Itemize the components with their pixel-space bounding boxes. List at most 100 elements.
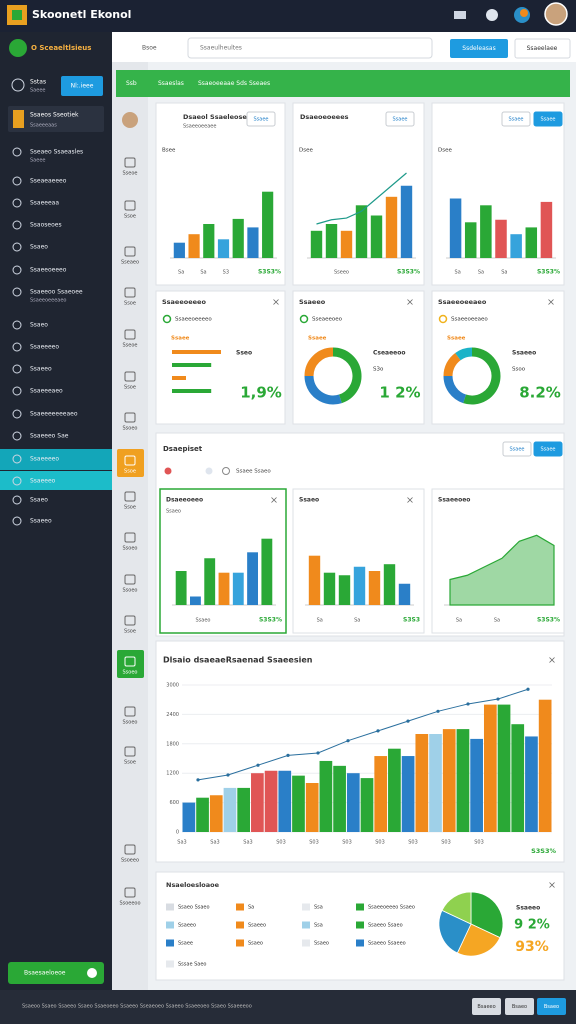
nav-icon <box>12 320 22 330</box>
banner-item[interactable]: Ssaeslas <box>158 80 184 87</box>
footer-button[interactable] <box>505 998 534 1015</box>
tag[interactable] <box>501 111 531 127</box>
button-label[interactable]: Nl:.ieee <box>71 83 94 90</box>
tag[interactable] <box>533 111 563 127</box>
icon[interactable] <box>124 371 136 382</box>
tag-label[interactable]: Ssaee <box>393 117 408 123</box>
nav-item[interactable]: Ssaeeeeeeeaeo <box>30 411 78 418</box>
sidebar-button[interactable] <box>8 962 104 984</box>
card-title: Dsaeeoeeo <box>166 497 203 504</box>
bar <box>190 596 201 605</box>
close-icon[interactable] <box>407 299 413 305</box>
tag[interactable] <box>385 111 415 127</box>
tag[interactable] <box>502 441 532 457</box>
search-box[interactable] <box>187 37 433 59</box>
nav-item[interactable]: Sseaeaeeeo <box>30 178 67 185</box>
app-title: Skoonetl Ekonol <box>32 8 131 21</box>
banner-item[interactable]: Ssb <box>126 80 137 87</box>
toggle[interactable] <box>87 968 97 978</box>
button-label[interactable]: Ssdeleasas <box>462 45 495 52</box>
nav-icon <box>12 454 22 464</box>
x-label: S03 <box>408 840 418 846</box>
tag[interactable] <box>246 111 276 127</box>
nav-item[interactable]: Ssaeeeo <box>30 478 56 485</box>
tag-label[interactable]: Ssaee <box>541 447 556 453</box>
icon[interactable] <box>124 706 136 717</box>
nav-item[interactable]: Ssaeeoo Ssaeoee <box>30 289 83 296</box>
nav-item[interactable]: Ssaoseoes <box>30 222 62 229</box>
legend-label: Ssaeeoeeeo Ssaeo <box>368 905 415 911</box>
nav-item[interactable]: Ssaeeoeeeo <box>30 267 67 274</box>
icon[interactable] <box>486 9 498 21</box>
icon[interactable] <box>124 157 136 168</box>
icon[interactable] <box>124 574 136 585</box>
tag[interactable] <box>533 441 563 457</box>
project-box[interactable] <box>8 106 104 132</box>
icon[interactable] <box>124 532 136 543</box>
x-label: Sa <box>354 618 360 624</box>
footer-button[interactable] <box>537 998 566 1015</box>
icon[interactable] <box>124 656 136 667</box>
donut-segment <box>455 347 473 361</box>
tag-label[interactable]: Ssaee <box>510 447 525 453</box>
bar <box>264 770 278 832</box>
close-icon[interactable] <box>271 497 277 503</box>
icon[interactable] <box>124 287 136 298</box>
nav-item[interactable]: Ssaeeeo Sae <box>30 433 69 440</box>
card-title: Dsaeol Ssaeleoses <box>183 113 251 121</box>
primary-button[interactable] <box>450 39 508 58</box>
nav-item[interactable]: Ssaeeeaeo <box>30 388 63 395</box>
button-label[interactable]: Bsaesaeloeoe <box>24 970 66 977</box>
icon[interactable] <box>124 746 136 757</box>
line-point <box>526 687 530 691</box>
button-label[interactable]: Bsaeo <box>512 1004 527 1010</box>
footer-button[interactable] <box>472 998 501 1015</box>
icon[interactable] <box>124 615 136 626</box>
icon[interactable] <box>124 200 136 211</box>
icon[interactable] <box>124 412 136 423</box>
banner-item[interactable]: Ssaeoeeaae Sds Sseaes <box>198 80 270 87</box>
icon[interactable] <box>124 246 136 257</box>
nav-icon <box>12 242 22 252</box>
icon[interactable] <box>454 11 466 19</box>
icon[interactable] <box>124 455 136 466</box>
close-icon[interactable] <box>273 299 279 305</box>
nav-item[interactable]: Ssaeeo <box>30 518 52 525</box>
user-button[interactable] <box>61 76 103 96</box>
avatar[interactable] <box>544 2 568 26</box>
x-label: S03 <box>276 840 286 846</box>
legend-dot <box>162 314 172 324</box>
legend-swatch <box>236 939 244 947</box>
nav-item[interactable]: Ssaeeeeo <box>30 344 59 351</box>
nav-item[interactable]: Ssaeo <box>30 322 48 329</box>
line-point <box>316 751 320 755</box>
legend-swatch <box>166 939 174 947</box>
tag-label[interactable]: Ssaee <box>254 117 269 123</box>
secondary-button[interactable] <box>514 38 571 59</box>
nav-item[interactable]: Ssaeo <box>30 244 48 251</box>
tag-label[interactable]: Ssaee <box>541 117 556 123</box>
close-icon[interactable] <box>549 882 555 888</box>
icon-label: Ssoeeoo <box>119 901 140 907</box>
tag-label[interactable]: Ssaee <box>509 117 524 123</box>
close-icon[interactable] <box>549 657 555 663</box>
icon[interactable] <box>124 887 136 898</box>
close-icon[interactable] <box>407 497 413 503</box>
icon[interactable] <box>124 491 136 502</box>
button-label[interactable]: Ssaeelaee <box>527 45 558 52</box>
user-icon <box>11 78 25 92</box>
button-label[interactable]: Bsaeo <box>544 1004 559 1010</box>
bar <box>247 552 258 605</box>
nav-item[interactable]: Ssaeeeaa <box>30 200 59 207</box>
icon[interactable] <box>124 329 136 340</box>
button-label[interactable]: Bsaeeo <box>477 1004 495 1010</box>
nav-item[interactable]: Sseaeo Ssaeasles <box>30 149 83 156</box>
close-icon[interactable] <box>548 299 554 305</box>
icon[interactable] <box>124 844 136 855</box>
bar <box>278 770 292 832</box>
brand-icon <box>9 39 27 57</box>
nav-item[interactable]: Ssaeeo <box>30 366 52 373</box>
nav-item[interactable]: Ssaeo <box>30 497 48 504</box>
nav-item[interactable]: Ssaeeeeo <box>30 456 59 463</box>
